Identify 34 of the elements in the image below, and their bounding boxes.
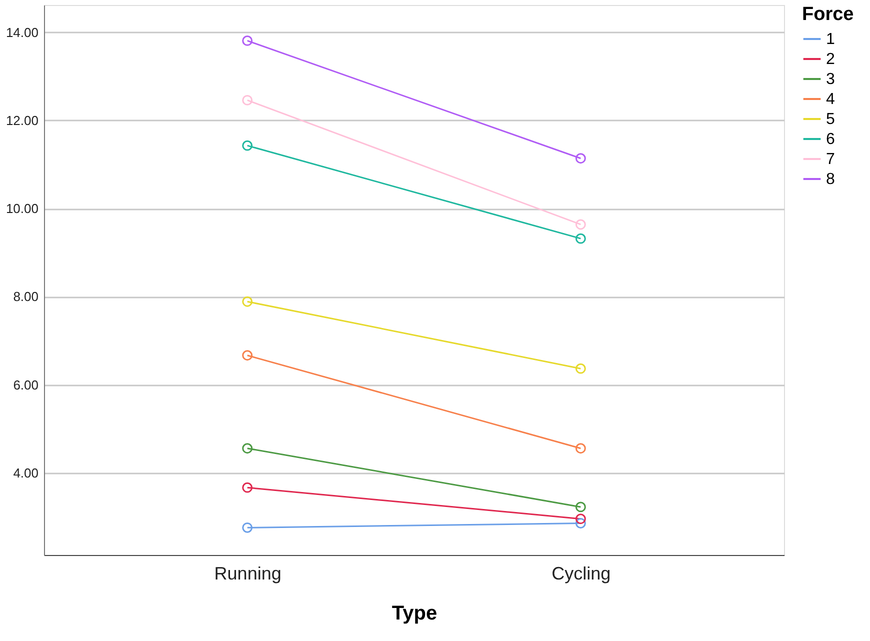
legend-label: 3 [826, 71, 835, 88]
point [575, 219, 586, 230]
legend-label: 8 [826, 171, 835, 188]
y-tick-label: 8.00 [13, 289, 38, 304]
point [575, 363, 586, 374]
point [575, 502, 586, 512]
point [242, 94, 253, 106]
point [242, 35, 253, 46]
point [575, 153, 586, 164]
point [242, 443, 253, 454]
point [575, 443, 586, 454]
legend-label: 5 [826, 111, 835, 128]
legend-label: 1 [826, 31, 835, 48]
legend-label: 2 [826, 51, 835, 68]
point [575, 233, 586, 244]
x-axis-title: Type [392, 602, 438, 624]
legend-label: 6 [826, 131, 835, 148]
legend-title: Force [802, 4, 854, 25]
x-tick-label: Running [214, 564, 282, 584]
y-tick-label: 10.00 [6, 201, 38, 216]
point [242, 350, 253, 361]
y-tick-label: 12.00 [6, 112, 38, 128]
point [575, 514, 586, 524]
point [242, 296, 253, 307]
point [242, 140, 253, 151]
y-tick-label: 4.00 [13, 466, 38, 481]
x-tick-label: Cycling [552, 564, 611, 584]
point [242, 482, 253, 493]
legend-label: 4 [826, 91, 835, 108]
y-tick-label: 14.00 [6, 24, 38, 40]
point [242, 522, 253, 533]
point [575, 518, 586, 528]
y-tick-label: 6.00 [13, 377, 38, 392]
legend-label: 7 [826, 151, 835, 168]
